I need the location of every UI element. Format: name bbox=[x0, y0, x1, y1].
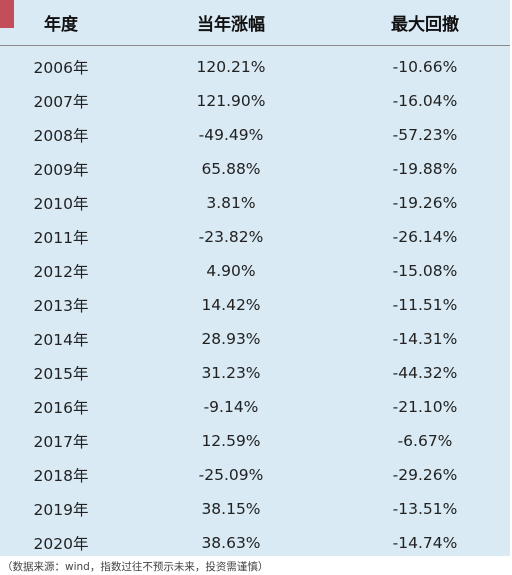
table-row: 2008年 -49.49% -57.23% bbox=[0, 118, 510, 152]
cell-year: 2006年 bbox=[33, 59, 89, 77]
cell-annual-return: -25.09% bbox=[198, 466, 264, 484]
cell-max-drawdown: -14.31% bbox=[392, 330, 458, 348]
table-header-row: 年度 当年涨幅 最大回撤 bbox=[0, 0, 510, 46]
cell-year: 2018年 bbox=[33, 467, 89, 485]
table-row: 2018年 -25.09% -29.26% bbox=[0, 458, 510, 492]
cell-year: 2019年 bbox=[33, 501, 89, 519]
cell-annual-return: 14.42% bbox=[201, 296, 261, 314]
table-row: 2010年 3.81% -19.26% bbox=[0, 186, 510, 220]
accent-block bbox=[0, 0, 14, 28]
cell-year: 2016年 bbox=[33, 399, 89, 417]
cell-annual-return: 3.81% bbox=[206, 194, 256, 212]
cell-year: 2007年 bbox=[33, 93, 89, 111]
cell-year: 2020年 bbox=[33, 535, 89, 553]
cell-max-drawdown: -19.26% bbox=[392, 194, 458, 212]
cell-max-drawdown: -11.51% bbox=[392, 296, 458, 314]
cell-annual-return: 28.93% bbox=[201, 330, 261, 348]
cell-year: 2011年 bbox=[33, 229, 89, 247]
table-row: 2007年 121.90% -16.04% bbox=[0, 84, 510, 118]
header-max-drawdown: 最大回撤 bbox=[340, 0, 510, 46]
cell-year: 2017年 bbox=[33, 433, 89, 451]
cell-annual-return: 4.90% bbox=[206, 262, 256, 280]
cell-year: 2009年 bbox=[33, 161, 89, 179]
cell-annual-return: -23.82% bbox=[198, 228, 264, 246]
cell-max-drawdown: -26.14% bbox=[392, 228, 458, 246]
cell-year: 2008年 bbox=[33, 127, 89, 145]
table-row: 2012年 4.90% -15.08% bbox=[0, 254, 510, 288]
header-annual-return: 当年涨幅 bbox=[122, 0, 340, 46]
cell-annual-return: -9.14% bbox=[203, 398, 259, 416]
cell-year: 2014年 bbox=[33, 331, 89, 349]
cell-max-drawdown: -10.66% bbox=[392, 58, 458, 76]
cell-max-drawdown: -21.10% bbox=[392, 398, 458, 416]
cell-annual-return: -49.49% bbox=[198, 126, 264, 144]
table-row: 2020年 38.63% -14.74% bbox=[0, 526, 510, 560]
cell-max-drawdown: -6.67% bbox=[397, 432, 453, 450]
table-row: 2015年 31.23% -44.32% bbox=[0, 356, 510, 390]
cell-annual-return: 38.15% bbox=[201, 500, 261, 518]
cell-year: 2010年 bbox=[33, 195, 89, 213]
cell-max-drawdown: -15.08% bbox=[392, 262, 458, 280]
table-row: 2013年 14.42% -11.51% bbox=[0, 288, 510, 322]
cell-max-drawdown: -57.23% bbox=[392, 126, 458, 144]
table-row: 2006年 120.21% -10.66% bbox=[0, 46, 510, 85]
table-row: 2017年 12.59% -6.67% bbox=[0, 424, 510, 458]
table-row: 2019年 38.15% -13.51% bbox=[0, 492, 510, 526]
cell-annual-return: 31.23% bbox=[201, 364, 261, 382]
cell-annual-return: 121.90% bbox=[196, 92, 266, 110]
cell-year: 2015年 bbox=[33, 365, 89, 383]
header-year: 年度 bbox=[0, 0, 122, 46]
data-table-container: 年度 当年涨幅 最大回撤 2006年 120.21% -10.66% 2007年 12… bbox=[0, 0, 510, 556]
cell-max-drawdown: -44.32% bbox=[392, 364, 458, 382]
cell-max-drawdown: -16.04% bbox=[392, 92, 458, 110]
table-row: 2014年 28.93% -14.31% bbox=[0, 322, 510, 356]
table-row: 2011年 -23.82% -26.14% bbox=[0, 220, 510, 254]
cell-year: 2012年 bbox=[33, 263, 89, 281]
cell-annual-return: 12.59% bbox=[201, 432, 261, 450]
cell-max-drawdown: -13.51% bbox=[392, 500, 458, 518]
table-row: 2016年 -9.14% -21.10% bbox=[0, 390, 510, 424]
footnote-source: （数据来源：wind，指数过往不预示未来，投资需谨慎） bbox=[2, 561, 269, 573]
annual-returns-table: 年度 当年涨幅 最大回撤 2006年 120.21% -10.66% 2007年 12… bbox=[0, 0, 510, 560]
cell-max-drawdown: -29.26% bbox=[392, 466, 458, 484]
cell-max-drawdown: -14.74% bbox=[392, 534, 458, 552]
table-row: 2009年 65.88% -19.88% bbox=[0, 152, 510, 186]
cell-annual-return: 120.21% bbox=[196, 58, 266, 76]
cell-annual-return: 65.88% bbox=[201, 160, 261, 178]
cell-max-drawdown: -19.88% bbox=[392, 160, 458, 178]
cell-annual-return: 38.63% bbox=[201, 534, 261, 552]
cell-year: 2013年 bbox=[33, 297, 89, 315]
